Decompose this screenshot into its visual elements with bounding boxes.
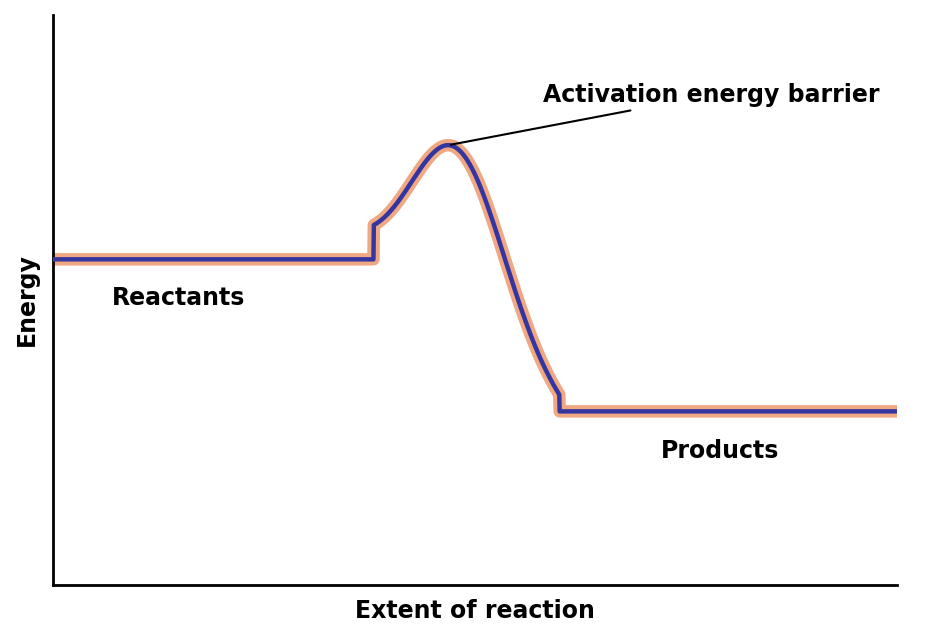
Text: Reactants: Reactants xyxy=(112,286,245,311)
Text: Activation energy barrier: Activation energy barrier xyxy=(451,83,879,145)
X-axis label: Extent of reaction: Extent of reaction xyxy=(355,599,595,623)
Y-axis label: Energy: Energy xyxy=(15,254,39,346)
Text: Products: Products xyxy=(660,438,779,463)
